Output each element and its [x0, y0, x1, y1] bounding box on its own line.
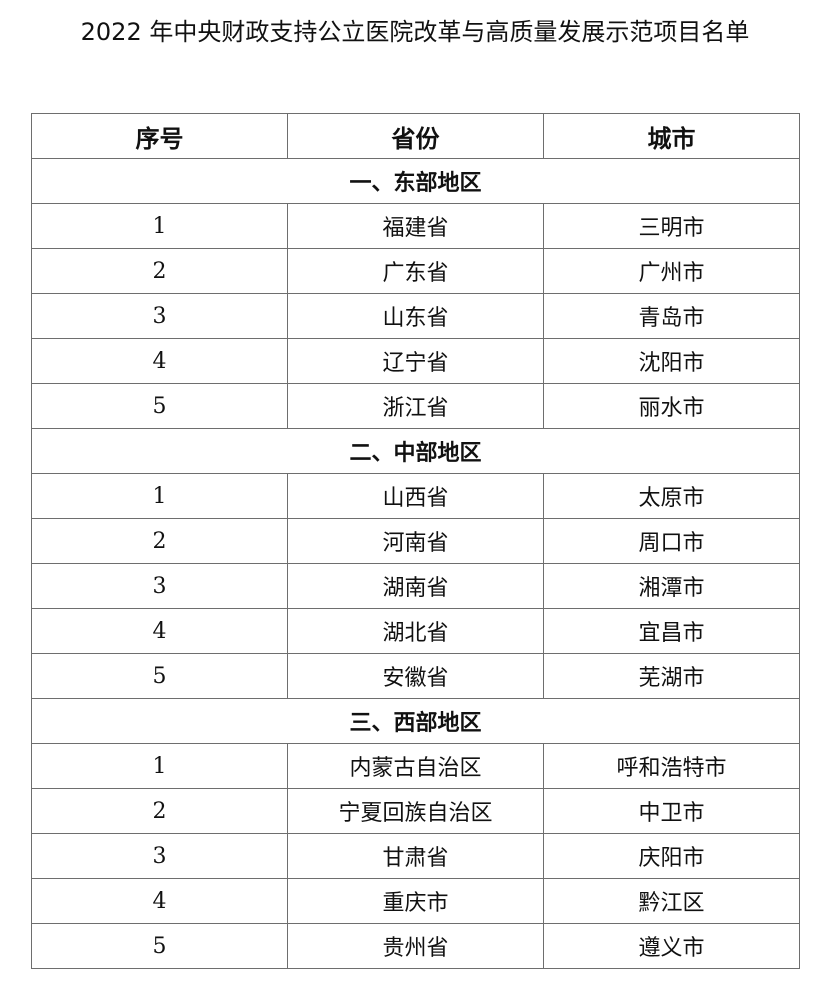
header-province: 省份 — [287, 113, 544, 159]
project-list-table: 序号 省份 城市 一、东部地区 1 福建省 三明市 2 广东省 广州市 3 山东省 青岛市 4 辽宁省… — [31, 113, 800, 969]
city-cell: 丽水市 — [543, 383, 800, 429]
section-row: 一、东部地区 — [31, 158, 800, 204]
province-cell: 河南省 — [287, 518, 544, 564]
index-cell: 1 — [31, 473, 288, 519]
index-cell: 4 — [31, 878, 288, 924]
province-cell: 山东省 — [287, 293, 544, 339]
city-cell: 呼和浩特市 — [543, 743, 800, 789]
index-cell: 5 — [31, 383, 288, 429]
section-label: 二、中部地区 — [31, 428, 800, 474]
section-row: 三、西部地区 — [31, 698, 800, 744]
index-cell: 3 — [31, 833, 288, 879]
table-row: 2 宁夏回族自治区 中卫市 — [31, 788, 800, 834]
index-cell: 5 — [31, 653, 288, 699]
table-row: 3 甘肃省 庆阳市 — [31, 833, 800, 879]
province-cell: 重庆市 — [287, 878, 544, 924]
province-cell: 内蒙古自治区 — [287, 743, 544, 789]
table-header-row: 序号 省份 城市 — [31, 113, 800, 159]
index-cell: 5 — [31, 923, 288, 969]
city-cell: 湘潭市 — [543, 563, 800, 609]
table-row: 5 安徽省 芜湖市 — [31, 653, 800, 699]
index-cell: 2 — [31, 788, 288, 834]
city-cell: 太原市 — [543, 473, 800, 519]
table-row: 2 广东省 广州市 — [31, 248, 800, 294]
city-cell: 周口市 — [543, 518, 800, 564]
index-cell: 2 — [31, 518, 288, 564]
province-cell: 贵州省 — [287, 923, 544, 969]
table-row: 1 内蒙古自治区 呼和浩特市 — [31, 743, 800, 789]
index-cell: 1 — [31, 743, 288, 789]
city-cell: 青岛市 — [543, 293, 800, 339]
section-row: 二、中部地区 — [31, 428, 800, 474]
city-cell: 芜湖市 — [543, 653, 800, 699]
table-row: 1 山西省 太原市 — [31, 473, 800, 519]
table-row: 4 湖北省 宜昌市 — [31, 608, 800, 654]
province-cell: 福建省 — [287, 203, 544, 249]
city-cell: 宜昌市 — [543, 608, 800, 654]
table-row: 2 河南省 周口市 — [31, 518, 800, 564]
province-cell: 辽宁省 — [287, 338, 544, 384]
table-row: 5 贵州省 遵义市 — [31, 923, 800, 969]
province-cell: 甘肃省 — [287, 833, 544, 879]
province-cell: 宁夏回族自治区 — [287, 788, 544, 834]
document-title: 2022 年中央财政支持公立医院改革与高质量发展示范项目名单 — [80, 18, 750, 46]
province-cell: 安徽省 — [287, 653, 544, 699]
city-cell: 黔江区 — [543, 878, 800, 924]
city-cell: 中卫市 — [543, 788, 800, 834]
table-row: 4 辽宁省 沈阳市 — [31, 338, 800, 384]
index-cell: 3 — [31, 293, 288, 339]
province-cell: 广东省 — [287, 248, 544, 294]
table-row: 5 浙江省 丽水市 — [31, 383, 800, 429]
index-cell: 4 — [31, 608, 288, 654]
city-cell: 沈阳市 — [543, 338, 800, 384]
city-cell: 遵义市 — [543, 923, 800, 969]
table-row: 3 湖南省 湘潭市 — [31, 563, 800, 609]
header-index: 序号 — [31, 113, 288, 159]
index-cell: 3 — [31, 563, 288, 609]
index-cell: 4 — [31, 338, 288, 384]
section-label: 三、西部地区 — [31, 698, 800, 744]
header-city: 城市 — [543, 113, 800, 159]
province-cell: 湖北省 — [287, 608, 544, 654]
province-cell: 浙江省 — [287, 383, 544, 429]
city-cell: 三明市 — [543, 203, 800, 249]
city-cell: 庆阳市 — [543, 833, 800, 879]
table-row: 4 重庆市 黔江区 — [31, 878, 800, 924]
index-cell: 1 — [31, 203, 288, 249]
province-cell: 山西省 — [287, 473, 544, 519]
section-label: 一、东部地区 — [31, 158, 800, 204]
table-row: 1 福建省 三明市 — [31, 203, 800, 249]
table-row: 3 山东省 青岛市 — [31, 293, 800, 339]
index-cell: 2 — [31, 248, 288, 294]
province-cell: 湖南省 — [287, 563, 544, 609]
city-cell: 广州市 — [543, 248, 800, 294]
